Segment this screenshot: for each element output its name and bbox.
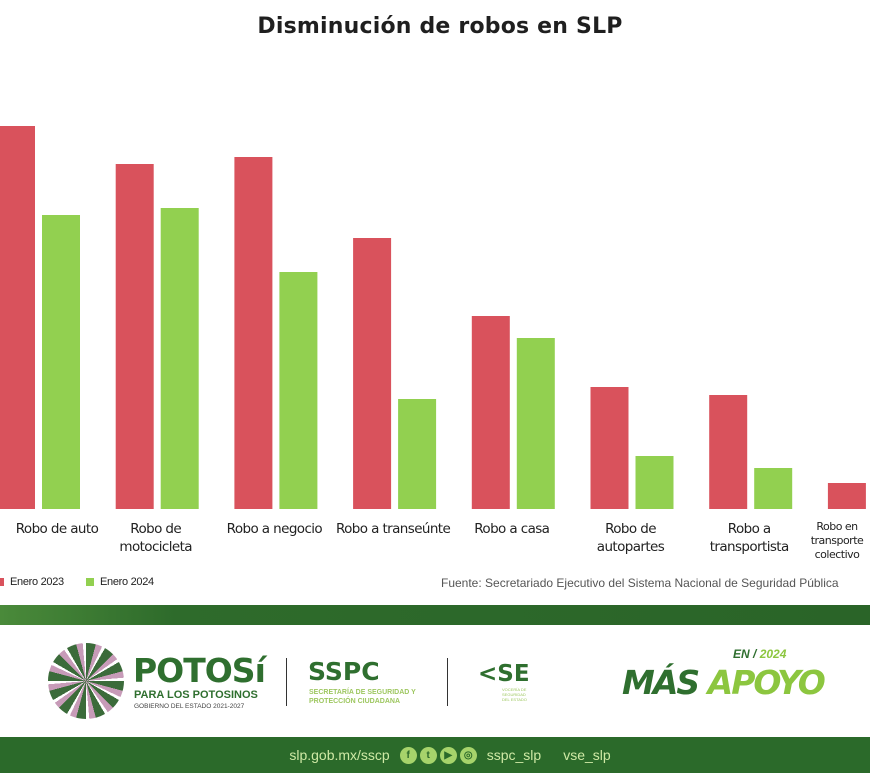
category-label: Robo en transporte colectivo [806, 520, 868, 562]
category-label-line: motocicleta [119, 539, 192, 555]
category-label-line: colectivo [814, 548, 860, 561]
source-note: Fuente: Secretariado Ejecutivo del Siste… [441, 576, 839, 590]
state-seal-icon [48, 643, 124, 719]
category-label: Robo a transeúnte [328, 520, 458, 538]
category-label-line: transportista [709, 539, 790, 555]
legend-label: Enero 2023 [10, 576, 64, 588]
chart-title: Disminución de robos en SLP [257, 14, 623, 39]
twitter-icon[interactable]: t [419, 746, 437, 764]
bar-2024-6 [754, 468, 793, 509]
bar-2023-6 [709, 395, 748, 509]
facebook-icon[interactable]: f [399, 746, 417, 764]
bar-2023-3 [353, 238, 392, 509]
bar-2023-4 [471, 316, 510, 509]
campaign-en: EN / 2024 [733, 647, 787, 661]
legend-item-2023: Enero 2023 [0, 576, 64, 588]
potosi-government: GOBIERNO DEL ESTADO 2021-2027 [134, 703, 245, 710]
vse-subtitle: VOCERÍA DE SEGURIDAD DEL ESTADO [502, 687, 527, 702]
bar-2024-0 [42, 215, 80, 509]
category-label-line: Robo a negocio [226, 521, 323, 537]
bar-2023-5 [590, 387, 629, 509]
category-label-line: Robo de [130, 521, 182, 537]
category-label: Robo a transportista [684, 520, 814, 556]
legend-item-2024: Enero 2024 [86, 576, 154, 588]
bar-2024-3 [398, 399, 437, 509]
legend-label: Enero 2024 [100, 576, 154, 588]
vse-handle[interactable]: vse_slp [563, 747, 611, 763]
category-label-line: Robo a casa [474, 521, 550, 537]
bar-2024-1 [160, 208, 199, 509]
sspc-handle[interactable]: sspc_slp [486, 747, 542, 763]
divider [447, 658, 448, 706]
category-label-line: Robo a transeúnte [335, 521, 451, 537]
bar-2023-1 [115, 164, 154, 509]
sspc-subtitle: SECRETARÍA DE SEGURIDAD Y PROTECCIÓN CIU… [309, 689, 416, 705]
campaign-apoyo: APOYO [707, 663, 826, 702]
contact-bar: slp.gob.mx/sscp f t ▶ ◎ sspc_slp vse_slp [0, 737, 870, 773]
campaign-en-text: EN [733, 647, 750, 661]
category-label: Robo de autopartes [566, 520, 696, 556]
category-label: Robo de motocicleta [91, 520, 221, 556]
divider [286, 658, 287, 706]
footer-stripe [0, 605, 870, 625]
legend-swatch-red [0, 578, 4, 586]
legend-swatch-green [86, 578, 94, 586]
potosi-tagline: PARA LOS POTOSINOS [134, 689, 258, 701]
category-label: Robo a casa [447, 520, 577, 538]
logo-banner: POTOSí PARA LOS POTOSINOS GOBIERNO DEL E… [0, 625, 870, 737]
potosi-logo: POTOSí [133, 651, 266, 690]
bar-2023-0 [0, 126, 35, 509]
vse-logo: <SE [478, 661, 530, 687]
bar-2024-5 [635, 456, 674, 509]
bar-2023-7 [827, 483, 866, 509]
youtube-icon[interactable]: ▶ [439, 746, 457, 764]
category-label-line: Robo de [605, 521, 656, 537]
sspc-logo: SSPC [308, 657, 380, 686]
campaign-year: 2024 [759, 647, 787, 661]
category-label-line: Robo de auto [15, 521, 99, 537]
bar-2024-4 [516, 338, 555, 509]
category-label: Robo de auto [0, 520, 122, 538]
category-label: Robo a negocio [209, 520, 339, 538]
category-label-line: autopartes [596, 539, 665, 555]
bar-2024-2 [279, 272, 318, 509]
bar-2023-2 [234, 157, 273, 509]
campaign-mas: MÁS [622, 663, 700, 702]
bar-chart [0, 126, 866, 509]
instagram-icon[interactable]: ◎ [459, 746, 477, 764]
campaign-slogan: MÁS APOYO [622, 663, 868, 702]
website-link[interactable]: slp.gob.mx/sscp [289, 747, 390, 763]
category-label-line: Robo en transporte [810, 520, 864, 547]
category-label-line: Robo a [727, 521, 771, 537]
